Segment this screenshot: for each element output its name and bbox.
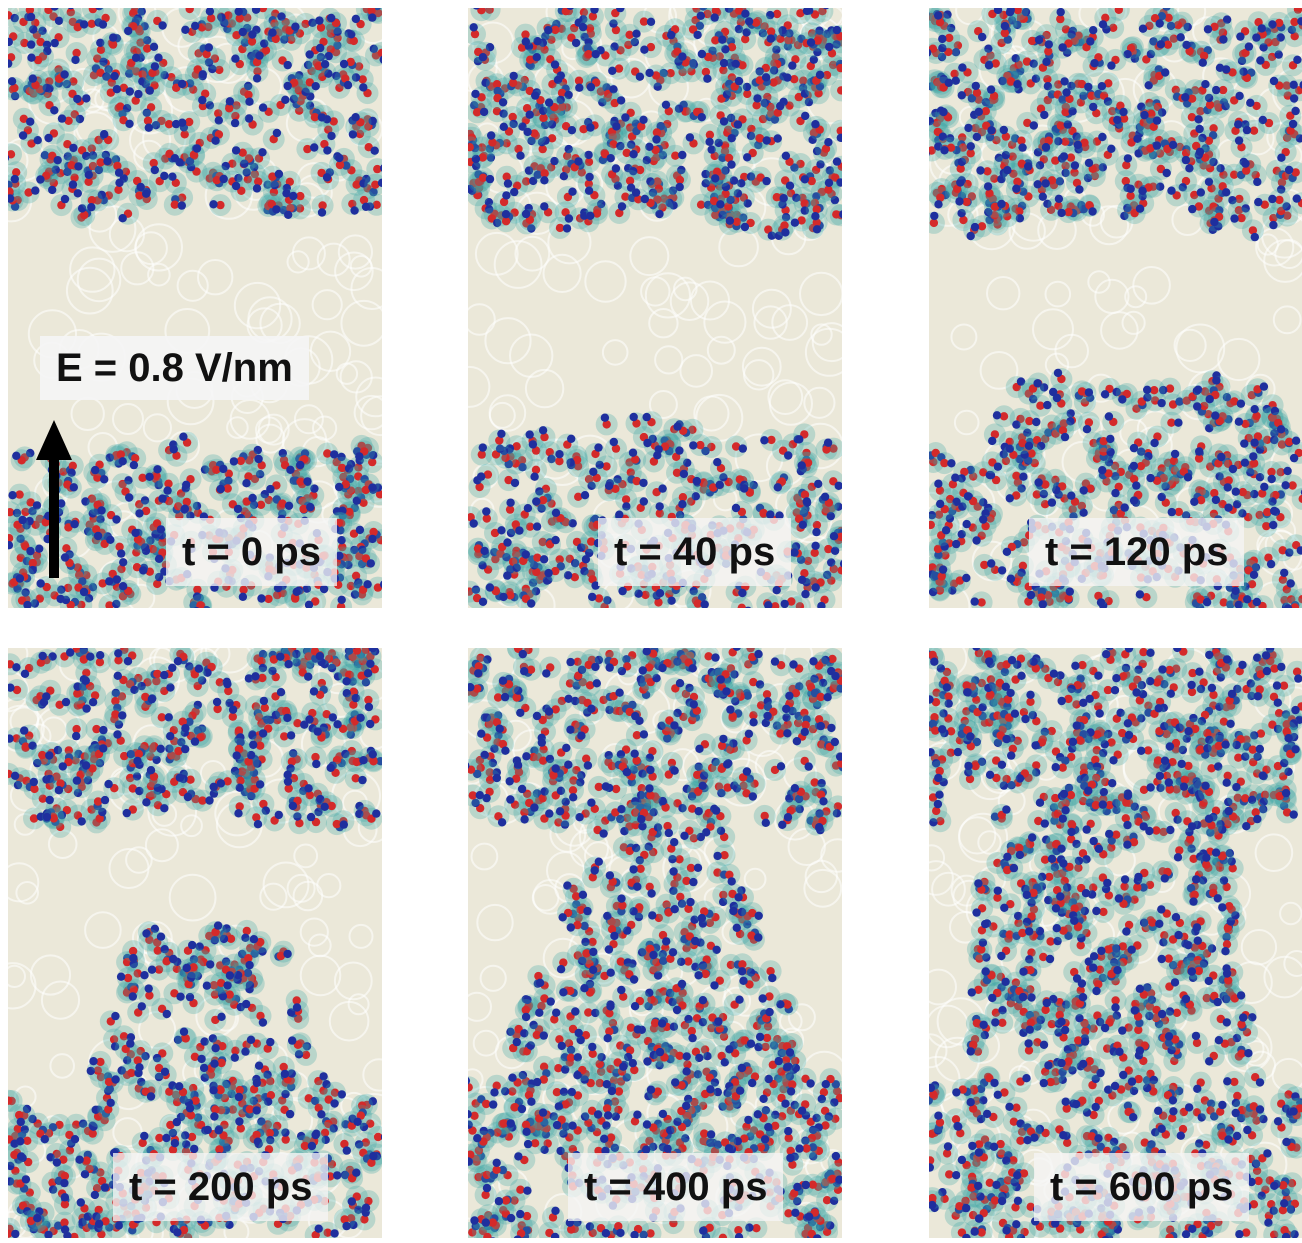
snapshot-panel-t200: t = 200 ps	[8, 648, 382, 1238]
snapshot-panel-t40: t = 40 ps	[468, 8, 842, 608]
time-label: t = 0 ps	[166, 518, 337, 586]
snapshot-panel-t120: t = 120 ps	[929, 8, 1302, 608]
time-label: t = 400 ps	[568, 1153, 784, 1221]
molecular-snapshot-image	[468, 8, 842, 608]
molecular-snapshot-image	[8, 8, 382, 608]
time-label: t = 600 ps	[1034, 1153, 1250, 1221]
time-label: t = 40 ps	[598, 518, 792, 586]
snapshot-panel-t600: t = 600 ps	[929, 648, 1302, 1238]
molecular-snapshot-image	[929, 648, 1302, 1238]
snapshot-panel-t0: E = 0.8 V/nm t = 0 ps	[8, 8, 382, 608]
snapshot-panel-t400: t = 400 ps	[468, 648, 842, 1238]
time-label: t = 200 ps	[113, 1153, 329, 1221]
molecular-snapshot-image	[468, 648, 842, 1238]
up-arrow-icon	[36, 420, 72, 578]
electric-field-label: E = 0.8 V/nm	[40, 336, 309, 400]
molecular-snapshot-image	[8, 648, 382, 1238]
time-label: t = 120 ps	[1029, 518, 1245, 586]
